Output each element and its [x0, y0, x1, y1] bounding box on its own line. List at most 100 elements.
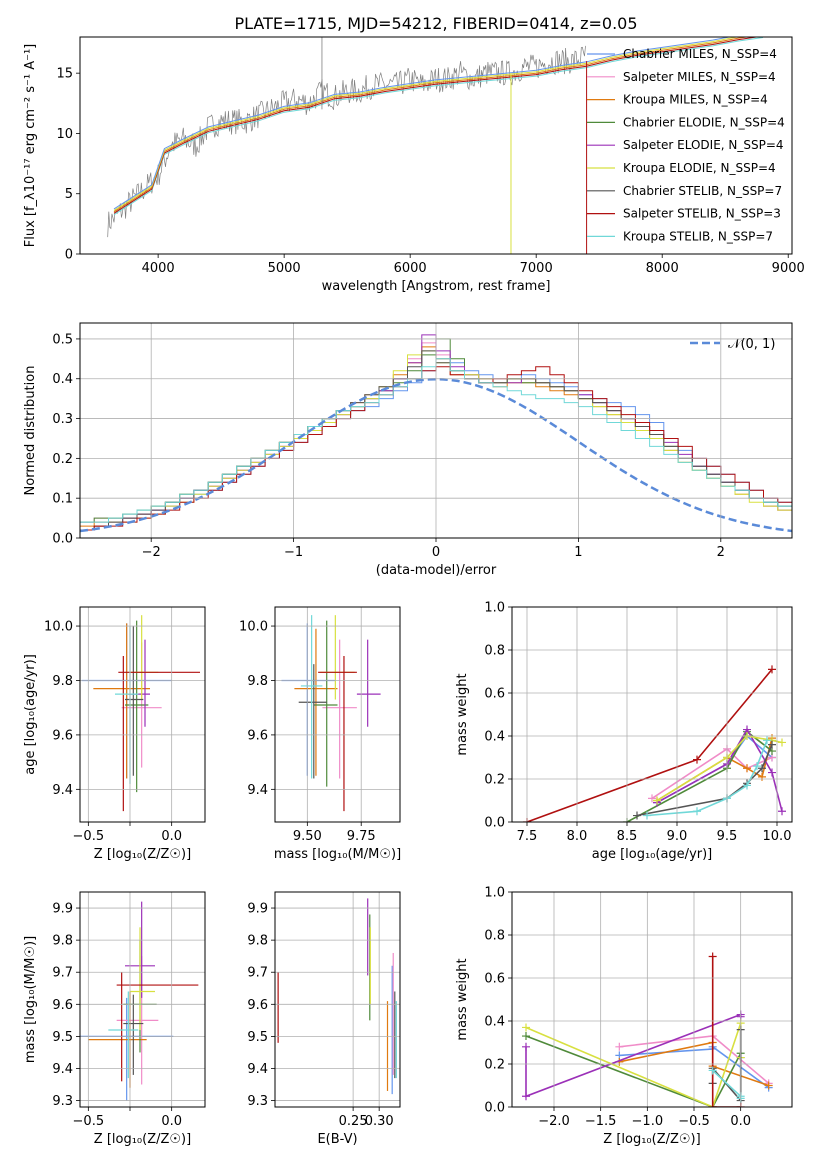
x-axis-label: (data-model)/error — [376, 563, 497, 578]
mass-weight-marker — [633, 811, 641, 820]
mass-weight-marker — [615, 1042, 624, 1051]
legend-label: Kroupa STELIB, N_SSP=7 — [623, 229, 773, 243]
plot-area-spectrum — [107, 37, 764, 254]
y-tick-label: 9.5 — [52, 1030, 73, 1045]
y-tick-label: 0.0 — [484, 1101, 505, 1116]
mass-weight-marker — [768, 665, 776, 674]
mass-weight-marker — [778, 807, 786, 816]
y-tick-label: 1.0 — [484, 601, 505, 616]
y-tick-label: 9.6 — [247, 728, 268, 743]
y-tick-label: 9.4 — [52, 783, 73, 798]
y-tick-label: 9.6 — [52, 998, 73, 1013]
x-tick-label: 0.0 — [730, 1114, 751, 1129]
mass-weight-line — [646, 740, 768, 817]
x-tick-label: 8.0 — [567, 829, 588, 844]
panel-age-vs-mass: 9.50 9.75 9.4 9.6 9.8 10.0 mass [log₁₀(M/M☉)] — [239, 606, 401, 862]
y-tick-label: 9.4 — [52, 1062, 73, 1077]
y-tick-label: 9.9 — [52, 902, 73, 917]
x-tick-label: 0.0 — [161, 829, 182, 844]
x-tick-label: 8000 — [646, 261, 679, 276]
y-tick-label: 0.1 — [52, 492, 73, 507]
panel-mass-vs-ebv: 0.250.30 9.3 9.4 9.5 9.6 9.7 9.8 9.9 E(B-V) — [247, 891, 401, 1147]
mass-weight-marker — [758, 764, 766, 773]
y-tick-label: 0.6 — [484, 972, 505, 987]
y-tick-label: 0.4 — [484, 730, 505, 745]
legend-label: Chabrier MILES, N_SSP=4 — [623, 47, 777, 61]
y-axis-label: age [log₁₀(age/yr)] — [23, 654, 38, 775]
mass-weight-line — [651, 747, 773, 800]
y-tick-label: 0.5 — [52, 332, 73, 347]
y-tick-label: 9.4 — [247, 783, 268, 798]
x-tick-label: 6000 — [394, 261, 427, 276]
panel-mass-vs-z: −0.5 0.0 9.3 9.4 9.5 9.6 9.7 9.8 9.9 Z [log₁₀(Z/Z… — [23, 891, 206, 1147]
mass-weight-line — [711, 956, 741, 1107]
x-tick-label: 9.0 — [667, 829, 688, 844]
x-tick-label: 0.25 — [339, 1114, 368, 1129]
mass-weight-marker — [764, 1081, 773, 1090]
mass-weight-marker — [522, 1092, 530, 1101]
x-tick-label: 7.5 — [517, 829, 538, 844]
y-tick-label: 0.8 — [484, 644, 505, 659]
y-tick-label: 0.2 — [52, 452, 73, 467]
panel-residual-hist: −2 −1 0 1 2 0.0 0.1 0.2 0.3 0.4 0.5 (data-model)/er… — [23, 322, 793, 578]
x-tick-label: 9.50 — [293, 829, 322, 844]
x-tick-label: 2 — [717, 545, 725, 560]
legend-label: Kroupa ELODIE, N_SSP=4 — [623, 161, 776, 175]
y-tick-label: 1.0 — [484, 886, 505, 901]
mass-weight-marker — [643, 811, 651, 820]
x-tick-label: −0.5 — [73, 829, 105, 844]
axes-frame — [274, 891, 401, 1108]
panel-spectrum: 4000 5000 6000 7000 8000 9000 0 5 10 15 wavelength… — [23, 36, 805, 294]
figure-title: PLATE=1715, MJD=54212, FIBERID=0414, z=0… — [234, 14, 637, 33]
y-tick-label: 9.8 — [52, 674, 73, 689]
y-tick-label: 9.8 — [247, 934, 268, 949]
x-tick-label: 0.30 — [365, 1114, 394, 1129]
panel-mass-weight-vs-z: −2.0 −1.5 −1.0 −0.5 0.0 0.0 0.2 0.4 0.6 0.8 1.0 Z [… — [455, 886, 793, 1147]
x-axis-label: Z [log₁₀(Z/Z☉)] — [94, 1132, 191, 1147]
mass-weight-marker — [708, 952, 717, 961]
mass-weight-marker — [522, 1023, 530, 1032]
panel-mass-weight-vs-age: 7.5 8.0 8.5 9.0 9.5 10.0 0.0 0.2 0.4 0.6 0.8 1.0 age… — [455, 601, 793, 862]
x-axis-label: Z [log₁₀(Z/Z☉)] — [94, 847, 191, 862]
mass-weight-marker — [768, 740, 776, 749]
plot-area-mass-vs-ebv — [277, 898, 397, 1095]
x-tick-label: −0.5 — [73, 1114, 105, 1129]
legend-label: Salpeter MILES, N_SSP=4 — [623, 70, 776, 84]
plot-area-mass-vs-z — [80, 901, 199, 1101]
y-tick-label: 15 — [56, 67, 73, 82]
x-axis-label: E(B-V) — [317, 1132, 357, 1147]
y-tick-label: 0.4 — [484, 1015, 505, 1030]
y-tick-label: 9.3 — [52, 1094, 73, 1109]
mass-weight-marker — [778, 738, 786, 747]
x-tick-label: 10.0 — [763, 829, 792, 844]
y-tick-label: 0.2 — [484, 773, 505, 788]
x-tick-label: −2.0 — [538, 1114, 570, 1129]
legend-label: Kroupa MILES, N_SSP=4 — [623, 93, 768, 107]
plot-area-mass-weight-vs-age — [523, 665, 786, 822]
x-axis-label: Z [log₁₀(Z/Z☉)] — [603, 1132, 700, 1147]
mass-weight-marker — [648, 794, 656, 803]
axes-frame — [511, 606, 793, 823]
x-tick-label: 9.75 — [347, 829, 376, 844]
x-tick-label: 7000 — [520, 261, 553, 276]
mass-weight-marker — [763, 736, 771, 745]
y-tick-label: 5 — [65, 187, 73, 202]
y-tick-label: 9.8 — [52, 934, 73, 949]
x-axis-label: wavelength [Angstrom, rest frame] — [322, 279, 551, 294]
mass-weight-line — [526, 668, 773, 822]
x-tick-label: 0.0 — [161, 1114, 182, 1129]
y-tick-label: 9.8 — [247, 674, 268, 689]
y-tick-label: 0 — [65, 248, 73, 263]
mass-weight-marker — [743, 764, 751, 773]
mass-weight-marker — [653, 796, 661, 805]
axes-frame — [79, 606, 206, 823]
axes-frame — [79, 36, 793, 255]
x-tick-label: 9000 — [772, 261, 805, 276]
x-axis-label: mass [log₁₀(M/M☉)] — [274, 847, 401, 862]
x-tick-label: −1.5 — [585, 1114, 617, 1129]
panel-age-vs-z: −0.5 0.0 9.4 9.6 9.8 10.0 Z [log₁₀(Z/Z☉)] age [… — [23, 606, 206, 862]
x-axis-label: age [log₁₀(age/yr)] — [592, 847, 713, 862]
mass-weight-marker — [522, 1032, 530, 1041]
y-axis-label: mass weight — [455, 958, 470, 1040]
y-tick-label: 0.0 — [484, 816, 505, 831]
